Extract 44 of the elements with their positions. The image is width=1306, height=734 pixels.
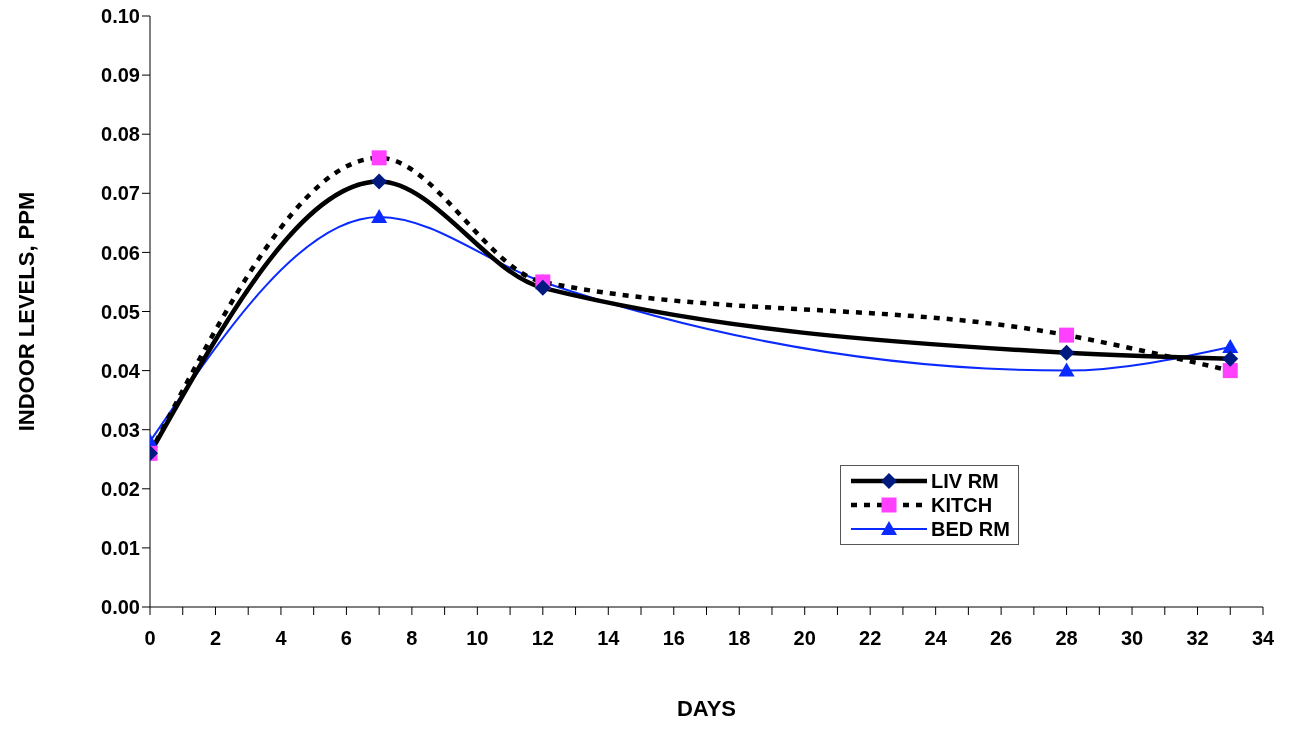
x-tick-label: 28 (1055, 627, 1078, 650)
x-tick-label: 8 (406, 627, 418, 650)
y-tick-label: 0.07 (101, 182, 140, 205)
y-tick-label: 0.01 (101, 537, 140, 559)
x-tick-label: 32 (1186, 627, 1209, 650)
x-tick-label: 18 (728, 627, 751, 650)
y-tick-label: 0.03 (101, 418, 140, 441)
y-axis-title: INDOOR LEVELS, PPM (13, 191, 39, 432)
y-tick-label: 0.05 (101, 300, 140, 323)
point (1058, 344, 1075, 361)
x-tick-label: 16 (662, 627, 685, 650)
y-tick-label: 0.10 (101, 5, 140, 28)
point (371, 208, 388, 223)
x-axis-title: DAYS (676, 696, 737, 721)
y-tick-label: 0.04 (101, 359, 141, 382)
point (1222, 350, 1239, 367)
point (371, 150, 387, 166)
point (1058, 362, 1075, 377)
x-tick-label: 24 (924, 627, 948, 650)
x-tick-label: 12 (531, 627, 554, 650)
point (534, 279, 551, 296)
y-tick-label: 0.02 (101, 477, 140, 500)
x-tick-label: 6 (340, 627, 352, 650)
point (1222, 338, 1239, 353)
legend-label: LIV RM (931, 469, 999, 493)
x-tick-label: 22 (859, 627, 882, 650)
x-tick-label: 34 (1251, 627, 1275, 650)
x-tick-label: 4 (275, 627, 288, 650)
point (1059, 327, 1075, 343)
x-tick-label: 14 (597, 627, 621, 650)
legend-label: KITCH (931, 493, 993, 517)
y-tick-label: 0.09 (101, 64, 140, 87)
x-tick-label: 26 (989, 627, 1013, 650)
x-tick-label: 0 (144, 627, 156, 650)
x-tick-label: 10 (466, 627, 489, 650)
point (1222, 363, 1238, 379)
y-tick-label: 0.06 (101, 241, 140, 264)
y-tick-label: 0.08 (101, 123, 140, 146)
x-tick-label: 2 (209, 627, 222, 650)
x-tick-label: 30 (1120, 627, 1144, 650)
x-tick-label: 20 (793, 627, 816, 650)
y-tick-label: 0.00 (101, 596, 140, 619)
point (371, 173, 388, 190)
legend-label: BED RM (931, 517, 1010, 541)
